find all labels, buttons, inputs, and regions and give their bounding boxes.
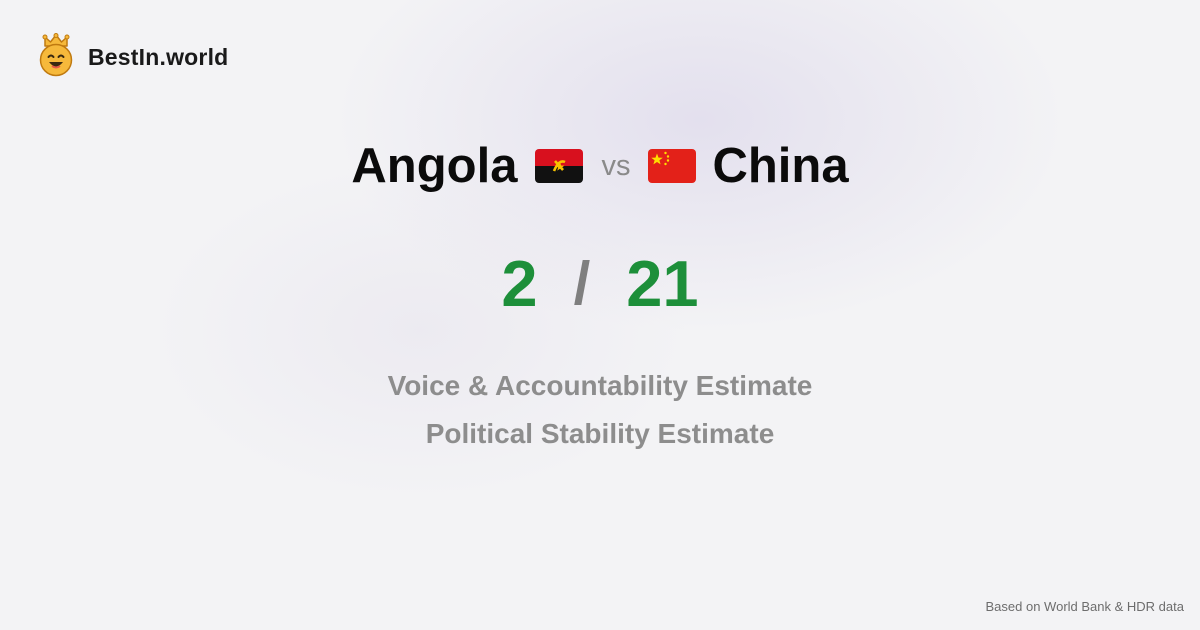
score-separator: / — [573, 249, 591, 317]
left-country-name: Angola — [351, 139, 518, 193]
right-country-name: China — [712, 139, 849, 193]
data-source-note: Based on World Bank & HDR data — [985, 599, 1184, 614]
metric-label: Political Stability Estimate — [425, 418, 775, 449]
vs-label: vs — [601, 149, 631, 182]
brand-name: BestIn.world — [88, 43, 229, 70]
angola-flag-icon — [535, 149, 584, 183]
score-row: 2 / 21 — [0, 246, 1200, 320]
right-score: 21 — [626, 246, 699, 320]
metrics-list: Voice & Accountability Estimate Politica… — [0, 362, 1200, 458]
left-score: 2 — [501, 246, 538, 320]
comparison-title: Angola vs China — [0, 134, 1200, 198]
brand-logo-link[interactable]: BestIn.world — [38, 32, 229, 82]
metric-label: Voice & Accountability Estimate — [387, 370, 813, 401]
crown-smiley-icon — [38, 32, 74, 82]
china-flag-icon — [648, 149, 697, 183]
